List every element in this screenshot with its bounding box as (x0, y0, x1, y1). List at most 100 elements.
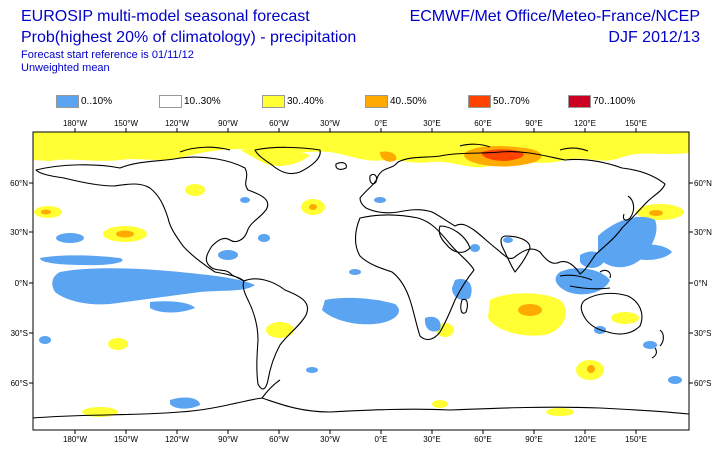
shade-30-40-sam (266, 322, 294, 338)
coast-new-zealand (651, 329, 664, 359)
legend-label: 50..70% (493, 95, 530, 107)
lat-tick-label: 60°N (694, 179, 712, 188)
lat-tick-label: 30°S (11, 329, 28, 338)
shade-0-10-pacific-n (40, 255, 123, 266)
lat-tick-label: 0°N (694, 279, 708, 288)
shade-40-50-europe (380, 151, 397, 162)
coast-iceland (335, 162, 347, 170)
lon-tick-label: 90°E (525, 435, 542, 444)
shade-0-10-africa-s (424, 316, 441, 332)
legend-item: 30..40% (262, 94, 324, 108)
lon-tick-label: 30°E (423, 435, 440, 444)
shade-0-10-a9 (374, 197, 386, 203)
shade-0-10-a7 (643, 341, 657, 349)
coast-africa (354, 214, 475, 341)
coast-uk (369, 173, 378, 185)
lon-tick-label: 120°W (165, 119, 190, 128)
shade-30-40-spac (108, 338, 128, 350)
lat-tick-label: 0°N (15, 279, 29, 288)
coastlines (33, 143, 689, 419)
lat-tick-label: 60°S (11, 379, 28, 388)
legend-label: 30..40% (287, 95, 324, 107)
lon-tick-label: 120°W (165, 435, 190, 444)
lon-tick-label: 60°E (474, 119, 491, 128)
lon-tick-label: 30°W (320, 119, 340, 128)
coast-japan (622, 195, 635, 221)
probability-shading (33, 132, 689, 417)
lon-tick-label: 30°W (320, 435, 340, 444)
coast-eurasia (359, 151, 666, 275)
lon-tick-label: 90°W (218, 119, 238, 128)
legend-label: 0..10% (81, 95, 113, 107)
lon-tick-label: 180°W (63, 119, 88, 128)
axis-ticks (29, 128, 693, 434)
legend-swatch (365, 94, 388, 108)
lat-tick-label: 30°N (694, 228, 712, 237)
legend: 0..10% 10..30% 30..40% 40..50% 50..70% 7… (56, 94, 656, 108)
lat-tick-label: 30°N (10, 228, 28, 237)
coast-greenland (254, 146, 321, 175)
lon-tick-label: 60°W (269, 119, 289, 128)
map-frame (32, 131, 690, 431)
lon-tick-label: 120°E (574, 119, 596, 128)
coast-south-america (242, 278, 308, 390)
lon-tick-label: 150°W (114, 435, 139, 444)
shade-0-10-a3 (258, 234, 270, 242)
legend-swatch (568, 94, 591, 108)
shade-40-50-atl (309, 204, 317, 210)
coast-arctic-islands (179, 143, 589, 153)
shade-0-10-a10 (349, 269, 361, 275)
organisations: ECMWF/Met Office/Meteo-France/NCEP (409, 8, 700, 25)
legend-item: 50..70% (468, 94, 530, 108)
legend-swatch (56, 94, 79, 108)
legend-swatch (468, 94, 491, 108)
forecast-reference: Forecast start reference is 01/11/12 (21, 49, 194, 61)
shade-30-40-aus (611, 312, 639, 324)
legend-label: 40..50% (390, 95, 427, 107)
axis-labels: 180°W 180°W 150°W 150°W 120°W 120°W 90°W 90°W 60… (10, 119, 712, 444)
legend-item: 0..10% (56, 94, 112, 108)
shade-40-50-so1 (587, 365, 595, 373)
lon-tick-label: 120°E (574, 435, 596, 444)
shade-0-10-a12 (306, 367, 318, 373)
title-line-1: EUROSIP multi-model seasonal forecast (21, 8, 310, 25)
shade-0-10-a4 (470, 244, 480, 252)
coast-australia (580, 292, 643, 335)
lon-tick-label: 90°W (218, 435, 238, 444)
coast-madagascar (460, 298, 468, 314)
legend-swatch (159, 94, 182, 108)
shade-0-10-a1 (56, 233, 84, 243)
lon-tick-label: 60°E (474, 435, 491, 444)
shade-0-10-pacific-s (150, 301, 195, 313)
shade-0-10-a13 (240, 197, 250, 203)
lon-tick-label: 180°W (63, 435, 88, 444)
lon-tick-label: 150°W (114, 119, 139, 128)
shade-30-40-ant3 (432, 400, 448, 408)
shade-40-50-wpac (649, 210, 663, 216)
shade-0-10-a8 (668, 376, 682, 384)
lon-tick-label: 150°E (625, 435, 647, 444)
shade-0-10-a2 (218, 250, 238, 260)
coast-arabia (438, 225, 471, 253)
shade-0-10-a5 (503, 237, 513, 243)
lat-tick-label: 30°S (694, 329, 711, 338)
shade-40-50-npac (116, 230, 134, 238)
title-line-2: Prob(highest 20% of climatology) - preci… (21, 29, 357, 46)
legend-label: 10..30% (184, 95, 221, 107)
shade-0-10-africa-e (452, 279, 472, 300)
shade-0-10-antarctic-pac (170, 397, 200, 409)
shade-0-10-a11 (39, 336, 51, 344)
lon-tick-label: 90°E (525, 119, 542, 128)
coast-se-asia-islands (559, 269, 611, 290)
lon-tick-label: 0°E (375, 119, 388, 128)
coast-antarctica (33, 397, 689, 419)
shade-0-10-pacific-eq (52, 268, 256, 305)
lon-tick-label: 30°E (423, 119, 440, 128)
shade-40-50-w1 (41, 209, 51, 215)
shade-40-50-indian (518, 304, 542, 316)
legend-item: 10..30% (159, 94, 221, 108)
coast-india (500, 235, 531, 273)
coast-antarctic-peninsula (261, 379, 281, 399)
lon-tick-label: 0°E (375, 435, 388, 444)
